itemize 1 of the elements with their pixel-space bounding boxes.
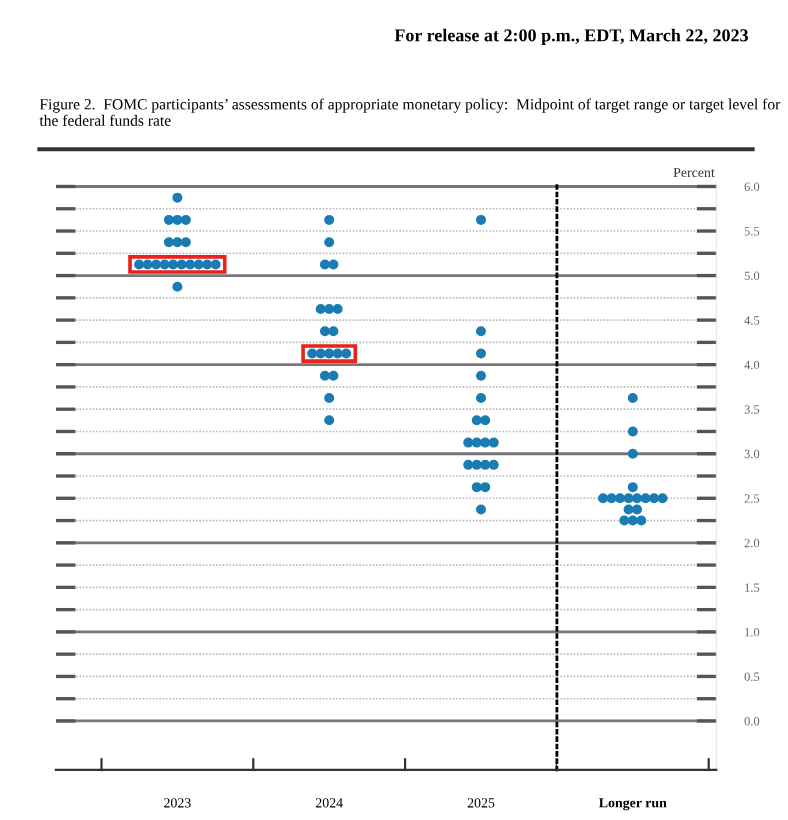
text: For release at 2:00 p.m., EDT, March 22, 2023 (394, 28, 748, 46)
